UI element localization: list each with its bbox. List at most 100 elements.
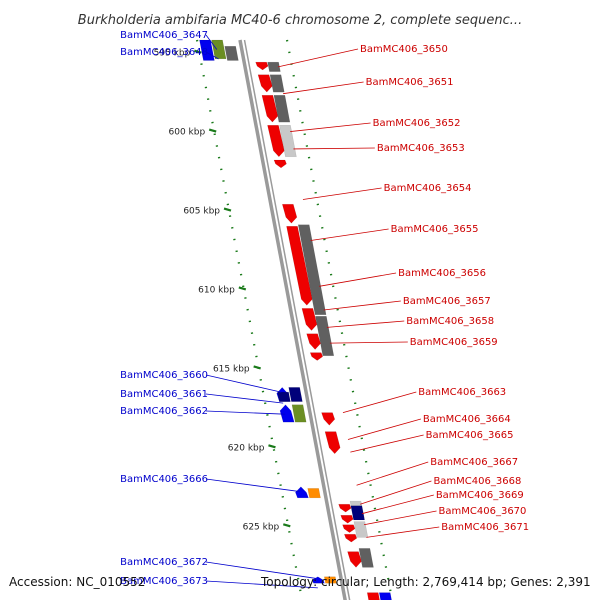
gene-label-leader <box>205 393 284 404</box>
gene-feature <box>224 46 239 61</box>
gene-feature <box>279 125 297 158</box>
gene-feature <box>288 387 303 402</box>
gene-label-leader <box>342 391 417 414</box>
gene-feature <box>297 224 327 315</box>
outer-dotted-outline <box>285 39 394 600</box>
gene-feature <box>277 391 291 402</box>
gene-label-leader <box>293 147 375 150</box>
gene-feature <box>347 551 362 568</box>
gene-label-leader <box>329 341 408 344</box>
kbp-tick-label: 620 kbp <box>228 443 265 453</box>
gene-label-leader <box>326 320 405 328</box>
gene-label-right: BamMC406_3670 <box>439 506 527 517</box>
gene-label-right: BamMC406_3652 <box>373 118 461 129</box>
kbp-tick-mark <box>282 523 291 528</box>
kbp-tick-label: 625 kbp <box>243 522 280 532</box>
gene-feature <box>321 412 336 426</box>
gene-label-right: BamMC406_3656 <box>398 268 486 279</box>
map-title: Burkholderia ambifaria MC40-6 chromosome… <box>78 13 522 28</box>
gene-label-leader <box>319 272 397 287</box>
gene-feature <box>307 488 321 499</box>
gene-label-right: BamMC406_3664 <box>423 414 511 425</box>
gene-label-leader <box>277 48 359 68</box>
gene-label-right: BamMC406_3663 <box>418 387 506 398</box>
gene-label-leader <box>363 510 437 526</box>
backbone-line-outer <box>238 39 347 600</box>
kbp-tick-mark <box>223 207 232 212</box>
gene-feature <box>267 125 285 158</box>
kbp-tick-mark <box>208 128 217 133</box>
kbp-tick-layer: 595 kbp 600 kbp 605 kbp 610 kbp 615 kbp 620 k… <box>154 49 291 532</box>
gene-label-leader <box>205 410 286 415</box>
gene-label-right: BamMC406_3659 <box>410 337 498 348</box>
gene-label-leader <box>283 81 364 95</box>
backbone-line-inner <box>243 39 351 600</box>
gene-label-leader <box>350 434 424 453</box>
gene-layer <box>199 39 392 600</box>
kbp-tick-mark <box>268 444 276 449</box>
gene-label-right: BamMC406_3667 <box>430 457 518 468</box>
gene-label-right: BamMC406_3657 <box>403 296 491 307</box>
gene-label-right: BamMC406_3651 <box>366 77 454 88</box>
gene-label-leader <box>302 187 382 200</box>
gene-label-layer: BamMC406_3647 BamMC406_3648 BamMC406_3660 B… <box>120 30 529 589</box>
gene-feature <box>269 74 285 93</box>
gene-feature <box>338 503 352 513</box>
gene-label-left: BamMC406_3662 <box>120 406 208 417</box>
gene-label-right: BamMC406_3668 <box>433 476 521 487</box>
gene-label-leader <box>347 418 422 440</box>
gene-feature <box>301 308 318 331</box>
kbp-tick-label: 600 kbp <box>169 128 206 138</box>
gene-feature <box>199 39 215 61</box>
gene-label-leader <box>361 494 434 515</box>
gene-label-leader <box>360 480 432 505</box>
gene-feature <box>309 352 324 361</box>
gene-label-leader <box>205 580 318 589</box>
gene-feature <box>279 404 295 423</box>
kbp-tick-mark <box>253 365 261 370</box>
gene-feature <box>257 74 273 93</box>
gene-label-right: BamMC406_3671 <box>441 522 529 533</box>
gene-label-right: BamMC406_3650 <box>360 44 448 55</box>
gene-label-left: BamMC406_3647 <box>120 30 208 41</box>
inner-dotted-outline <box>195 39 304 600</box>
gene-label-left: BamMC406_3660 <box>120 370 208 381</box>
gene-label-leader <box>205 34 218 50</box>
kbp-tick-mark <box>194 49 202 54</box>
gene-label-leader <box>366 526 440 538</box>
backbone-layer <box>238 39 351 600</box>
gene-feature <box>358 548 374 568</box>
gene-feature <box>350 505 365 521</box>
gene-feature <box>291 404 307 423</box>
kbp-tick-label: 605 kbp <box>183 207 220 217</box>
kbp-tick-label: 610 kbp <box>198 285 235 295</box>
gene-label-left: BamMC406_3661 <box>120 389 208 400</box>
gene-label-leader <box>310 228 389 241</box>
gene-feature <box>286 226 313 306</box>
gene-feature <box>281 203 298 224</box>
gene-label-right: BamMC406_3665 <box>426 430 514 441</box>
gene-label-leader <box>356 461 429 486</box>
gene-label-left: BamMC406_3666 <box>120 474 208 485</box>
gene-feature <box>306 333 321 350</box>
topology-summary: Topology: circular; Length: 2,769,414 bp… <box>260 575 591 589</box>
gene-feature <box>295 486 309 499</box>
gene-feature <box>378 592 392 600</box>
gene-label-left: BamMC406_3673 <box>120 576 208 587</box>
gene-label-right: BamMC406_3654 <box>384 183 472 194</box>
accession-text: Accession: NC_010552 <box>9 575 145 589</box>
gene-label-leader <box>290 122 371 132</box>
gene-label-leader <box>205 478 300 492</box>
gene-feature <box>267 61 281 72</box>
gene-feature <box>273 159 287 169</box>
gene-feature <box>340 515 354 524</box>
kbp-tick-mark <box>238 286 247 291</box>
gene-feature <box>323 576 337 584</box>
gene-label-left: BamMC406_3672 <box>120 557 208 568</box>
gene-feature <box>343 533 358 543</box>
gene-label-right: BamMC406_3658 <box>406 316 494 327</box>
kbp-tick-label: 595 kbp <box>154 49 191 59</box>
gene-feature <box>211 39 227 60</box>
gene-label-leader <box>205 374 282 393</box>
